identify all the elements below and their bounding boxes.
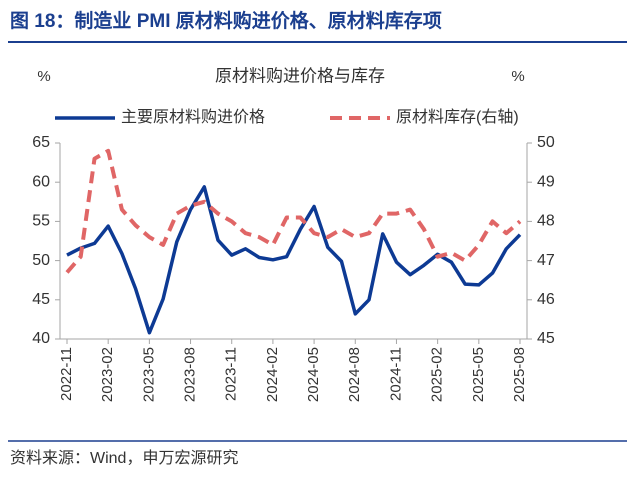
y2-tick-label: 50 bbox=[537, 134, 555, 151]
y-tick-label: 45 bbox=[32, 291, 50, 308]
series-line bbox=[66, 185, 522, 335]
y-tick-label: 60 bbox=[32, 173, 50, 190]
x-tick-label: 2024-08 bbox=[346, 347, 363, 402]
x-tick-label: 2025-05 bbox=[470, 347, 487, 402]
y-tick-label: 65 bbox=[32, 134, 50, 151]
y-tick-label: 55 bbox=[32, 213, 50, 230]
chart-subtitle: 原材料购进价格与库存 bbox=[215, 66, 385, 85]
y2-tick-label: 45 bbox=[537, 330, 555, 347]
figure-title: 图 18：制造业 PMI 原材料购进价格、原材料库存项 bbox=[10, 9, 442, 32]
x-tick-label: 2024-02 bbox=[264, 347, 281, 402]
x-tick-label: 2025-08 bbox=[511, 347, 528, 402]
x-tick-label: 2023-05 bbox=[140, 347, 157, 402]
source-note: 资料来源：Wind，申万宏源研究 bbox=[10, 449, 238, 467]
y-axis-label: % bbox=[37, 68, 50, 85]
x-tick-label: 2025-02 bbox=[429, 347, 446, 402]
y-tick-label: 40 bbox=[32, 330, 50, 347]
legend-label: 主要原材料购进价格 bbox=[121, 108, 265, 126]
y2-axis-label: % bbox=[511, 68, 524, 85]
legend-label: 原材料库存(右轴) bbox=[396, 108, 519, 126]
y2-tick-label: 48 bbox=[537, 213, 555, 230]
y2-tick-label: 49 bbox=[537, 173, 555, 190]
series-line bbox=[65, 148, 522, 274]
y2-tick-label: 46 bbox=[537, 291, 555, 308]
x-tick-label: 2024-11 bbox=[387, 347, 404, 401]
y2-tick-label: 47 bbox=[537, 252, 555, 269]
x-tick-label: 2022-11 bbox=[58, 347, 75, 401]
x-tick-label: 2023-02 bbox=[99, 347, 116, 402]
x-tick-label: 2023-11 bbox=[223, 347, 240, 401]
y-tick-label: 50 bbox=[32, 252, 50, 269]
x-tick-label: 2023-08 bbox=[182, 347, 199, 402]
x-tick-label: 2024-05 bbox=[305, 347, 322, 402]
